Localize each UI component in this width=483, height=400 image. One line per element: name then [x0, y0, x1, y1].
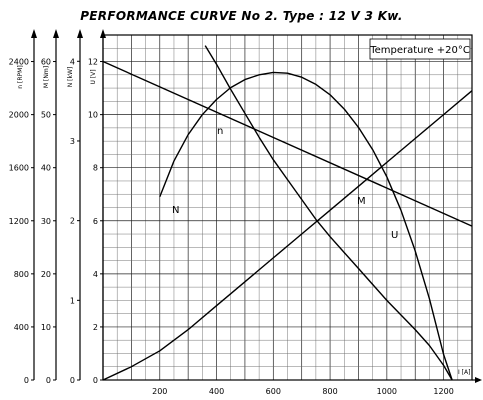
x-tick-label: 800: [322, 387, 337, 396]
series: [102, 45, 473, 381]
axis-arrow-N: [77, 29, 83, 38]
axis-arrow-M: [53, 29, 59, 38]
tick-label-N: 4: [70, 57, 75, 66]
x-tick-label: 600: [266, 387, 281, 396]
tick-label-M: 0: [46, 376, 51, 385]
tick-label-M: 30: [41, 217, 51, 226]
tick-label-n: 1200: [9, 217, 29, 226]
series-label-N: N: [172, 205, 179, 216]
tick-label-N: 1: [70, 296, 75, 305]
series-line-n: [204, 45, 453, 381]
tick-label-M: 40: [41, 164, 51, 173]
tick-label-n: 2000: [9, 111, 29, 120]
axis-label-N: N [kW]: [67, 67, 74, 87]
tick-label-n: 800: [14, 270, 29, 279]
x-tick-label: 400: [209, 387, 224, 396]
tick-label-U: 2: [93, 323, 98, 332]
x-tick-label: 200: [152, 387, 167, 396]
x-axis-arrow: [475, 377, 482, 383]
tick-label-U: 12: [88, 58, 98, 67]
x-axis-label: I [A]: [458, 369, 470, 376]
tick-label-M: 50: [41, 111, 51, 120]
series-label-U: U: [391, 230, 398, 241]
tick-label-U: 0: [93, 376, 98, 385]
tick-label-n: 2400: [9, 58, 29, 67]
annotation-box: [369, 38, 471, 60]
axes: [31, 29, 482, 383]
tick-label-N: 3: [70, 137, 75, 146]
series-line-N: [159, 71, 453, 381]
page-title: PERFORMANCE CURVE No 2. Type : 12 V 3 Kw…: [80, 9, 403, 23]
tick-label-M: 20: [41, 270, 51, 279]
series-label-n: n: [217, 126, 223, 137]
tick-label-M: 60: [41, 58, 51, 67]
tick-label-U: 6: [93, 217, 98, 226]
axis-arrow-n: [31, 29, 37, 38]
series-line-U: [102, 60, 473, 227]
grid: [103, 35, 472, 380]
tick-label-N: 2: [70, 217, 75, 226]
series-line-M: [102, 90, 473, 381]
axis-label-U: U [V]: [90, 69, 97, 84]
tick-label-N: 0: [70, 376, 75, 385]
tick-label-n: 1600: [9, 164, 29, 173]
axis-label-n: n [RPM]: [17, 65, 24, 88]
tick-label-U: 4: [93, 270, 98, 279]
x-tick-label: 1200: [433, 387, 453, 396]
tick-label-U: 8: [93, 164, 98, 173]
annotation-text: Temperature +20°C: [369, 45, 470, 56]
tick-label-n: 0: [24, 376, 29, 385]
series-label-M: M: [357, 196, 366, 207]
x-tick-label: 1000: [377, 387, 397, 396]
tick-label-n: 400: [14, 323, 29, 332]
axis-arrow-U: [100, 29, 106, 38]
tick-label-U: 10: [88, 111, 98, 120]
axis-label-M: M [Nm]: [43, 66, 50, 88]
tick-label-M: 10: [41, 323, 51, 332]
